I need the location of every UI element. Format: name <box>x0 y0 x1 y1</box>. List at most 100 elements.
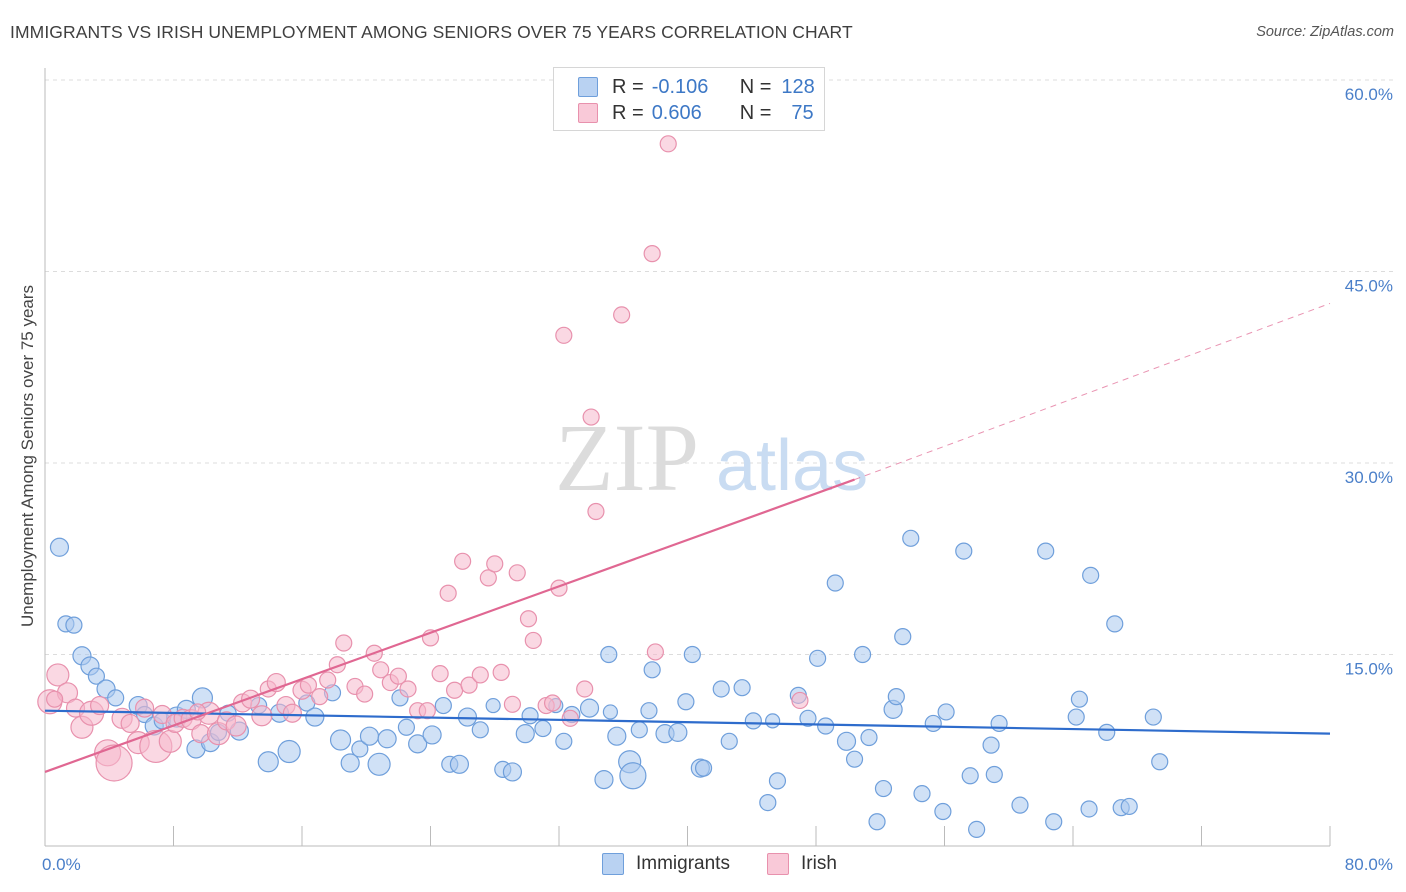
irish-point <box>613 306 631 324</box>
immigrants-point <box>968 820 986 839</box>
immigrants-point <box>619 762 647 790</box>
immigrants-point <box>985 765 1003 784</box>
irish-point <box>643 245 661 263</box>
n-key: N = <box>739 75 772 98</box>
axes <box>44 68 1331 847</box>
immigrants-point <box>1106 615 1124 633</box>
immigrants-point <box>868 813 886 831</box>
immigrants-point <box>377 729 397 749</box>
legend-row-irish: R = 0.606 N = 75 <box>578 101 814 125</box>
irish-swatch <box>767 853 789 875</box>
irish-point <box>543 694 562 712</box>
immigrants-point <box>826 574 844 592</box>
r-key: R = <box>612 101 644 124</box>
immigrants-point <box>515 724 535 744</box>
irish-point <box>241 689 261 709</box>
watermark-zip: ZIP <box>555 404 699 511</box>
immigrants-point <box>630 721 648 739</box>
irish-point <box>225 715 247 737</box>
irish-point <box>646 643 664 661</box>
x-tick-label: 80.0% <box>1345 855 1393 874</box>
immigrants-point <box>485 697 501 714</box>
immigrants-point <box>894 628 912 646</box>
irish-point <box>503 695 522 713</box>
correlation-legend: R = -0.106 N = 128 R = 0.606 N = 75 <box>553 67 825 131</box>
r-key: R = <box>612 75 644 98</box>
immigrants-point <box>579 698 600 718</box>
irish-point <box>251 705 273 727</box>
immigrants-point <box>643 661 661 679</box>
immigrants-point <box>65 616 83 634</box>
immigrants-point <box>1067 708 1085 726</box>
immigrants-point <box>594 770 614 790</box>
source-label: Source: ZipAtlas.com <box>1256 24 1394 40</box>
irish-point <box>418 702 436 720</box>
immigrants-point <box>351 740 369 758</box>
irish-point <box>454 552 472 570</box>
immigrants-point <box>836 731 857 751</box>
immigrants-point <box>913 785 931 803</box>
tick-labels: 15.0% 30.0% 45.0% 60.0% 0.0% 80.0% <box>42 85 1393 874</box>
trend-lines <box>44 302 1331 773</box>
irish-point <box>158 729 182 753</box>
immigrants-point <box>257 751 279 773</box>
immigrants-point <box>990 714 1008 733</box>
irish-point <box>46 663 70 687</box>
irish-point <box>791 691 809 710</box>
irish-point <box>524 631 542 650</box>
immigrants-point <box>937 703 955 721</box>
immigrants-point <box>305 707 325 727</box>
irish-swatch <box>578 103 598 123</box>
page-title: IMMIGRANTS VS IRISH UNEMPLOYMENT AMONG S… <box>10 22 853 42</box>
immigrants-point <box>521 707 539 725</box>
watermark: ZIP atlas <box>555 404 868 511</box>
immigrants-point <box>809 649 827 667</box>
immigrants-point <box>744 712 762 730</box>
immigrants-swatch <box>578 77 598 97</box>
y-tick-label: 30.0% <box>1345 468 1393 487</box>
irish-point <box>356 685 374 703</box>
immigrants-point <box>367 752 391 776</box>
irish-point <box>282 703 302 723</box>
immigrants-point <box>471 721 489 739</box>
y-tick-label: 15.0% <box>1345 660 1393 679</box>
immigrants-point <box>602 704 619 720</box>
irish-point <box>311 688 329 706</box>
irish-point <box>492 663 510 681</box>
immigrants-point <box>759 793 777 812</box>
immigrants-point <box>853 645 872 664</box>
irish-point <box>372 661 390 679</box>
immigrants-point <box>340 753 360 773</box>
watermark-atlas: atlas <box>716 426 868 506</box>
immigrants-point <box>961 767 979 785</box>
irish-point <box>95 744 133 782</box>
y-tick-label: 60.0% <box>1345 85 1393 104</box>
immigrants-point <box>1082 566 1100 584</box>
immigrants-point <box>408 734 428 754</box>
immigrants-point <box>600 645 618 664</box>
immigrants-point <box>874 779 893 798</box>
immigrants-point <box>799 709 817 727</box>
immigrants-point <box>694 759 713 777</box>
irish-point <box>659 135 677 153</box>
immigrants-trend-line <box>44 709 1331 735</box>
immigrants-point <box>902 529 920 547</box>
immigrants-point <box>817 717 835 735</box>
legend-irish-label: Irish <box>801 853 837 874</box>
immigrants-point <box>640 702 658 720</box>
n-value: 128 <box>781 75 815 98</box>
immigrants-point <box>422 725 442 745</box>
irish-point <box>120 713 140 734</box>
immigrants-point <box>1080 800 1098 818</box>
immigrants-point <box>765 713 781 729</box>
immigrants-point <box>607 726 627 746</box>
immigrants-point <box>720 732 738 750</box>
immigrants-point <box>87 667 106 685</box>
immigrants-point <box>1011 796 1029 814</box>
immigrants-point <box>434 696 452 715</box>
immigrants-point <box>668 722 688 742</box>
immigrants-point <box>49 537 70 557</box>
irish-trend-extension <box>854 302 1331 481</box>
legend-irish: Irish <box>767 851 837 877</box>
